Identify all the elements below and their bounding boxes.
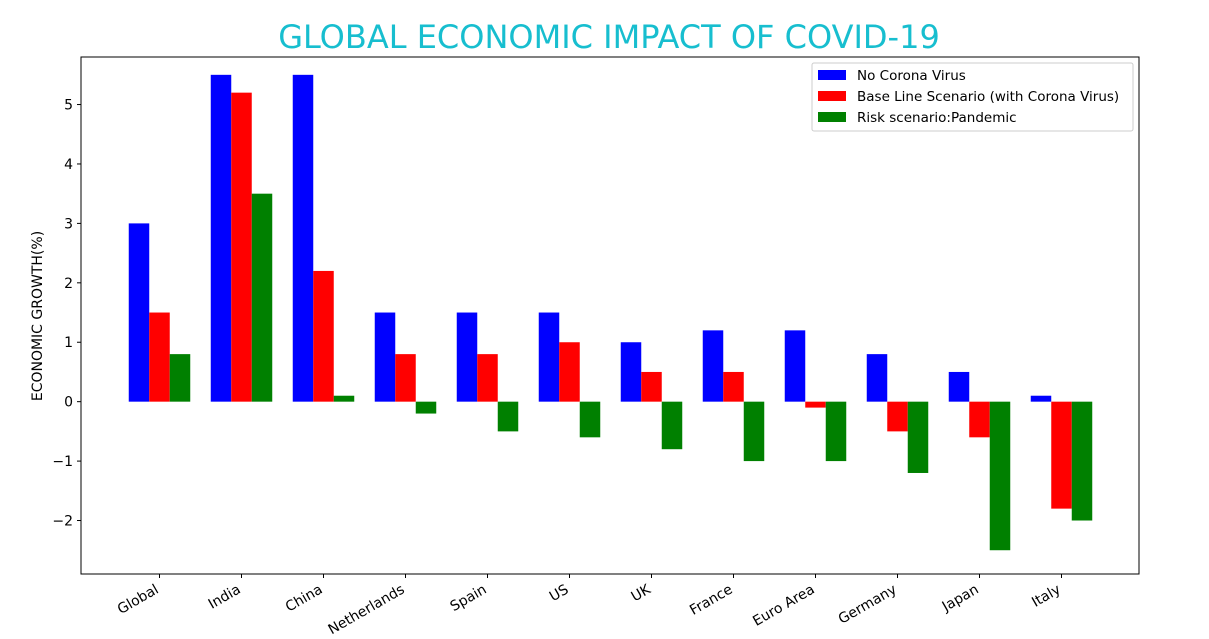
bar-risk-scenario-pandemic-spain xyxy=(497,401,519,432)
bar-base-line-scenario-with-corona-virus--germany xyxy=(887,401,908,432)
legend-box xyxy=(811,62,1134,132)
y-tick-label: 0 xyxy=(64,395,73,411)
legend-swatch xyxy=(818,70,846,80)
bar-base-line-scenario-with-corona-virus--global xyxy=(149,312,170,402)
x-tick-label: China xyxy=(283,582,326,616)
x-tick-label: India xyxy=(206,582,244,613)
bar-base-line-scenario-with-corona-virus--china xyxy=(313,270,334,402)
bar-base-line-scenario-with-corona-virus--japan xyxy=(969,401,990,438)
bar-risk-scenario-pandemic-us xyxy=(579,401,601,438)
bar-base-line-scenario-with-corona-virus--france xyxy=(723,371,744,402)
legend-swatch xyxy=(818,112,846,122)
y-tick-label: 1 xyxy=(64,335,73,351)
bar-no-corona-virus-uk xyxy=(620,342,642,402)
bar-no-corona-virus-japan xyxy=(948,371,970,402)
bar-no-corona-virus-euro-area xyxy=(784,330,806,402)
legend-label: Base Line Scenario (with Corona Virus) xyxy=(857,89,1119,105)
y-tick-label: 3 xyxy=(64,216,73,232)
legend: No Corona Virus Base Line Scenario (with … xyxy=(811,62,1134,132)
bar-no-corona-virus-netherlands xyxy=(374,312,396,402)
y-tick-label: 5 xyxy=(64,98,73,114)
bar-no-corona-virus-us xyxy=(538,312,560,402)
legend-label: Risk scenario:Pandemic xyxy=(857,110,1017,126)
x-tick-label: Spain xyxy=(448,582,490,615)
bar-base-line-scenario-with-corona-virus--italy xyxy=(1051,401,1072,509)
x-tick-label: UK xyxy=(629,581,655,605)
bar-no-corona-virus-china xyxy=(292,74,314,402)
bar-base-line-scenario-with-corona-virus--euro-area xyxy=(805,401,826,408)
y-tick-label: 2 xyxy=(64,276,73,292)
bar-risk-scenario-pandemic-uk xyxy=(661,401,683,450)
chart-title: GLOBAL ECONOMIC IMPACT OF COVID-19 xyxy=(278,18,940,56)
x-tick-label: France xyxy=(687,582,735,619)
bar-base-line-scenario-with-corona-virus--netherlands xyxy=(395,354,416,402)
bar-risk-scenario-pandemic-japan xyxy=(989,401,1011,551)
x-tick-label: Germany xyxy=(836,582,900,628)
plot-frame xyxy=(80,56,1140,575)
y-axis-label: ECONOMIC GROWTH(%) xyxy=(30,231,46,401)
bar-no-corona-virus-global xyxy=(128,223,150,402)
legend-label: No Corona Virus xyxy=(857,68,966,84)
x-axis: Global India China Netherlands Spain US UK Fran… xyxy=(115,574,1064,638)
bar-base-line-scenario-with-corona-virus--uk xyxy=(641,371,662,402)
bars-layer xyxy=(128,74,1093,551)
bar-risk-scenario-pandemic-india xyxy=(251,193,273,402)
y-tick-label: 4 xyxy=(64,157,73,173)
bar-no-corona-virus-france xyxy=(702,330,724,402)
bar-base-line-scenario-with-corona-virus--india xyxy=(231,92,252,402)
x-tick-label: Netherlands xyxy=(326,582,408,639)
x-tick-label: Euro Area xyxy=(750,582,817,630)
x-tick-label: Global xyxy=(115,582,162,618)
bar-risk-scenario-pandemic-netherlands xyxy=(415,401,437,414)
bar-no-corona-virus-germany xyxy=(866,354,888,402)
y-tick-label: −1 xyxy=(52,454,73,470)
bar-risk-scenario-pandemic-france xyxy=(743,401,765,462)
bar-no-corona-virus-india xyxy=(210,74,232,402)
bar-no-corona-virus-italy xyxy=(1030,395,1052,402)
legend-swatch xyxy=(818,91,846,101)
y-tick-label: −2 xyxy=(52,514,73,530)
x-tick-label: Japan xyxy=(939,582,982,616)
bar-risk-scenario-pandemic-china xyxy=(333,395,355,402)
x-tick-label: Italy xyxy=(1029,582,1063,611)
bar-base-line-scenario-with-corona-virus--us xyxy=(559,342,580,402)
bar-base-line-scenario-with-corona-virus--spain xyxy=(477,354,498,402)
bar-risk-scenario-pandemic-germany xyxy=(907,401,929,473)
bar-risk-scenario-pandemic-italy xyxy=(1071,401,1093,521)
bar-risk-scenario-pandemic-global xyxy=(169,354,191,402)
y-axis: −2 −1 0 1 2 3 4 5 xyxy=(52,98,81,530)
x-tick-label: US xyxy=(547,582,572,605)
bar-no-corona-virus-spain xyxy=(456,312,478,402)
bar-risk-scenario-pandemic-euro-area xyxy=(825,401,847,462)
